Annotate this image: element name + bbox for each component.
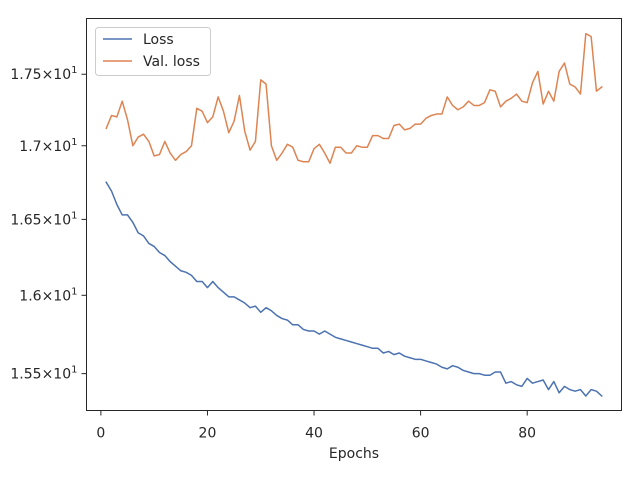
y-tick-exponent: 1 — [71, 286, 77, 297]
x-axis-ticks: 0 20 40 60 80 — [96, 410, 536, 442]
y-tick-mantissa: 1.75 — [10, 67, 41, 83]
y-tick-exponent: 1 — [71, 210, 77, 221]
y-tick-times: × — [42, 212, 54, 228]
y-tick-label: 1.55×101 — [10, 365, 77, 383]
series-line-0 — [105, 181, 603, 398]
y-tick-exponent: 1 — [71, 65, 77, 76]
legend-label-loss: Loss — [143, 32, 174, 48]
y-tick-times: × — [42, 67, 54, 83]
x-tick-label: 80 — [518, 426, 536, 442]
y-tick-times: × — [42, 288, 54, 304]
y-tick-label: 1.65×101 — [10, 210, 77, 228]
legend-label-val-loss: Val. loss — [143, 54, 200, 70]
legend: Loss Val. loss — [95, 27, 211, 76]
x-tick-label: 20 — [199, 426, 217, 442]
y-tick-label: 1.6×101 — [19, 286, 77, 304]
series-layer — [105, 32, 603, 398]
y-tick-exponent: 1 — [71, 365, 77, 376]
series-line-1 — [105, 32, 603, 164]
x-tick-label: 40 — [305, 426, 323, 442]
plot-frame — [86, 18, 622, 411]
y-tick-mantissa: 1.55 — [10, 367, 41, 383]
y-tick-mantissa: 1.7 — [19, 139, 41, 155]
y-tick-base: 10 — [53, 67, 71, 83]
x-tick-label: 0 — [96, 426, 105, 442]
y-tick-base: 10 — [53, 139, 71, 155]
y-tick-base: 10 — [53, 367, 71, 383]
y-tick-mantissa: 1.6 — [19, 288, 41, 304]
y-tick-mantissa: 1.65 — [10, 212, 41, 228]
y-tick-base: 10 — [53, 288, 71, 304]
y-tick-label: 1.75×101 — [10, 65, 77, 83]
y-tick-times: × — [42, 367, 54, 383]
x-tick-label: 60 — [412, 426, 430, 442]
y-tick-label: 1.7×101 — [19, 137, 77, 155]
x-axis-label: Epochs — [329, 446, 379, 462]
y-tick-times: × — [42, 139, 54, 155]
y-tick-exponent: 1 — [71, 137, 77, 148]
plot-area — [86, 18, 622, 411]
y-tick-base: 10 — [53, 212, 71, 228]
